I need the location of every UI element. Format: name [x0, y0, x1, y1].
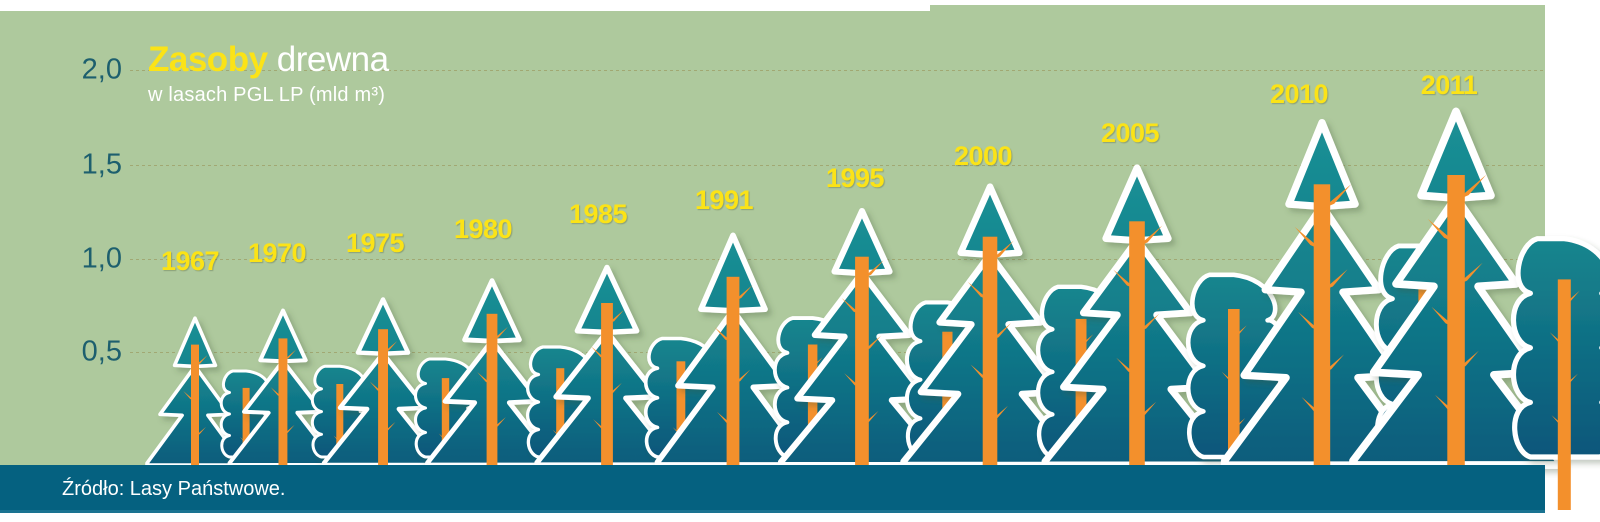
tree-trunk [591, 303, 624, 510]
source-text: Źródło: Lasy Państwowe. [62, 478, 286, 500]
tree-trunk [369, 329, 398, 510]
year-label-1985: 1985 [568, 199, 628, 229]
year-label-1970: 1970 [247, 238, 307, 268]
y-axis-label-0-5: 0,5 [81, 335, 122, 368]
page-title: Zasoby drewna [148, 40, 389, 80]
tree-trunk [183, 344, 208, 510]
y-axis-label-1-0: 1,0 [81, 242, 122, 275]
tree-trunk [1549, 279, 1580, 510]
chart-subtitle: w lasach PGL LP (mld m³) [148, 84, 386, 106]
footer-bar [0, 465, 1545, 510]
year-label-1980: 1980 [453, 214, 513, 244]
year-label-2000: 2000 [953, 141, 1013, 171]
gridline-2-0 [130, 70, 1545, 71]
tree-trunk [841, 256, 884, 510]
year-label-1991: 1991 [694, 185, 754, 215]
year-label-1995: 1995 [825, 163, 885, 193]
tree-trunk [1427, 174, 1487, 510]
year-label-1975: 1975 [345, 228, 405, 258]
footer-underline [0, 510, 1545, 513]
year-label-2005: 2005 [1100, 118, 1160, 148]
year-label-2011: 2011 [1420, 70, 1478, 100]
tree-trunk [1294, 184, 1352, 511]
year-label-2010: 2010 [1269, 79, 1329, 109]
y-axis-label-2-0: 2,0 [81, 53, 122, 86]
deciduous-tree [1510, 236, 1600, 460]
tree-trunk [967, 236, 1014, 510]
chart-title-block: Zasoby drewna w lasach PGL LP (mld m³) [148, 40, 389, 107]
title-rest-part: drewna [267, 40, 389, 79]
gridline-1-5 [130, 165, 1545, 166]
tree-trunk [714, 276, 753, 510]
title-bold-part: Zasoby [148, 40, 268, 79]
year-label-1967: 1967 [160, 246, 220, 276]
tree-trunk [270, 338, 297, 510]
panel-top-notch [0, 5, 930, 11]
tree-trunk [477, 313, 508, 510]
tree-trunk [1113, 221, 1163, 511]
y-axis-label-1-5: 1,5 [81, 148, 122, 181]
tree-trunk [1221, 309, 1247, 510]
